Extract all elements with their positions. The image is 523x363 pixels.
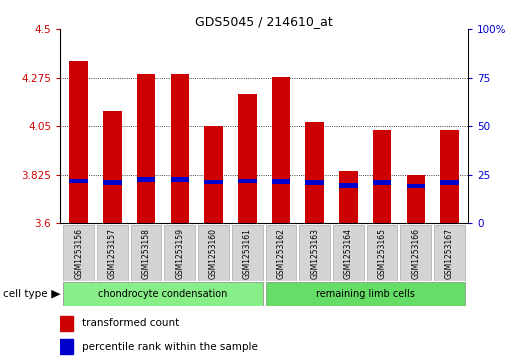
Bar xyxy=(60,315,73,331)
Bar xyxy=(170,178,189,182)
Bar xyxy=(406,175,425,223)
Text: GSM1253157: GSM1253157 xyxy=(108,228,117,279)
Bar xyxy=(339,183,358,188)
Bar xyxy=(333,225,363,281)
Bar xyxy=(198,225,229,281)
Bar xyxy=(165,225,195,281)
Text: remaining limb cells: remaining limb cells xyxy=(316,289,415,299)
Bar xyxy=(238,94,256,223)
Text: GSM1253159: GSM1253159 xyxy=(175,228,184,279)
Text: GSM1253166: GSM1253166 xyxy=(411,228,420,279)
Bar xyxy=(137,74,155,223)
Bar xyxy=(63,282,263,306)
Text: GSM1253160: GSM1253160 xyxy=(209,228,218,279)
Bar xyxy=(272,77,290,223)
Text: chondrocyte condensation: chondrocyte condensation xyxy=(98,289,228,299)
Bar xyxy=(232,225,263,281)
Polygon shape xyxy=(51,290,61,298)
Bar xyxy=(131,225,162,281)
Bar xyxy=(406,184,425,188)
Bar xyxy=(440,130,459,223)
Bar xyxy=(266,225,297,281)
Bar xyxy=(103,180,122,185)
Bar xyxy=(63,225,94,281)
Text: GSM1253158: GSM1253158 xyxy=(142,228,151,279)
Text: GSM1253165: GSM1253165 xyxy=(378,228,386,279)
Text: GSM1253164: GSM1253164 xyxy=(344,228,353,279)
Bar xyxy=(373,130,391,223)
Text: transformed count: transformed count xyxy=(82,318,179,328)
Bar xyxy=(103,111,122,223)
Title: GDS5045 / 214610_at: GDS5045 / 214610_at xyxy=(195,15,333,28)
Text: GSM1253162: GSM1253162 xyxy=(277,228,286,279)
Bar xyxy=(440,180,459,185)
Text: GSM1253167: GSM1253167 xyxy=(445,228,454,279)
Text: GSM1253161: GSM1253161 xyxy=(243,228,252,279)
Bar xyxy=(339,171,358,223)
Text: GSM1253163: GSM1253163 xyxy=(310,228,319,279)
Bar xyxy=(305,180,324,185)
Bar xyxy=(367,225,397,281)
Bar xyxy=(299,225,330,281)
Text: GSM1253156: GSM1253156 xyxy=(74,228,83,279)
Bar xyxy=(305,122,324,223)
Bar xyxy=(272,179,290,184)
Bar xyxy=(238,179,256,183)
Text: percentile rank within the sample: percentile rank within the sample xyxy=(82,342,257,352)
Bar xyxy=(204,126,223,223)
Bar xyxy=(137,178,155,182)
Bar xyxy=(70,61,88,223)
Bar xyxy=(266,282,465,306)
Bar xyxy=(373,180,391,185)
Bar xyxy=(60,339,73,354)
Bar xyxy=(97,225,128,281)
Bar xyxy=(434,225,465,281)
Bar xyxy=(70,179,88,183)
Bar xyxy=(401,225,431,281)
Bar xyxy=(170,74,189,223)
Text: cell type: cell type xyxy=(3,289,47,299)
Bar xyxy=(204,180,223,184)
